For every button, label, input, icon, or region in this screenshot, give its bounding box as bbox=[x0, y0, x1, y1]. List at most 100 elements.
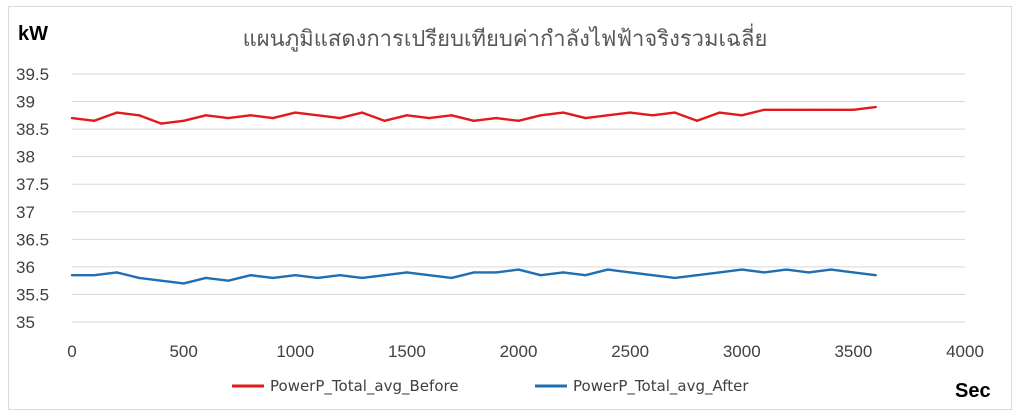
data-point bbox=[271, 116, 275, 120]
data-point bbox=[651, 114, 654, 117]
data-point bbox=[539, 114, 543, 117]
data-point bbox=[227, 279, 230, 282]
data-point bbox=[494, 116, 498, 120]
data-point bbox=[762, 271, 766, 274]
y-tick-label: 39 bbox=[16, 93, 35, 112]
x-axis-unit: Sec bbox=[955, 380, 991, 402]
legend-label: PowerP_Total_avg_Before bbox=[270, 377, 459, 396]
data-point bbox=[628, 271, 632, 274]
y-tick-label: 37.5 bbox=[16, 175, 49, 194]
data-point bbox=[517, 268, 520, 271]
data-point bbox=[807, 271, 810, 274]
data-point bbox=[405, 271, 409, 274]
data-point bbox=[606, 268, 609, 271]
data-point bbox=[606, 114, 609, 117]
data-point bbox=[852, 271, 855, 274]
y-tick-label: 35.5 bbox=[16, 285, 49, 304]
y-tick-label: 38.5 bbox=[16, 120, 49, 139]
data-point bbox=[361, 111, 364, 114]
data-point bbox=[405, 114, 409, 117]
data-point bbox=[874, 105, 877, 109]
data-point bbox=[450, 114, 453, 117]
data-point bbox=[517, 119, 520, 123]
legend: PowerP_Total_avg_Before PowerP_Total_avg_… bbox=[232, 377, 749, 396]
data-point bbox=[695, 273, 699, 277]
data-point bbox=[428, 116, 431, 120]
data-point bbox=[115, 271, 118, 274]
data-point bbox=[718, 111, 721, 114]
y-tick-label: 36 bbox=[16, 258, 35, 277]
data-point bbox=[115, 111, 118, 114]
data-point bbox=[584, 116, 587, 120]
data-point bbox=[182, 119, 185, 123]
data-point bbox=[294, 111, 297, 114]
data-point bbox=[762, 108, 766, 112]
data-point bbox=[249, 273, 252, 277]
data-point bbox=[561, 271, 565, 274]
data-point bbox=[494, 271, 498, 274]
data-point bbox=[852, 108, 855, 112]
data-point bbox=[740, 268, 743, 271]
data-point bbox=[829, 108, 833, 112]
data-point bbox=[160, 279, 163, 282]
x-tick-label: 4000 bbox=[946, 342, 984, 361]
x-tick-label: 2000 bbox=[500, 342, 538, 361]
x-tick-label: 1500 bbox=[388, 342, 426, 361]
x-tick-label: 500 bbox=[169, 342, 197, 361]
data-point bbox=[316, 114, 319, 117]
data-point bbox=[807, 108, 810, 112]
data-point bbox=[539, 273, 543, 277]
y-axis-ticks: 35 35.5 36 36.5 37 37.5 38 38.5 39 39.5 bbox=[16, 65, 49, 332]
data-point bbox=[829, 268, 833, 271]
data-point bbox=[93, 273, 96, 277]
gridlines bbox=[72, 73, 965, 323]
data-point bbox=[785, 108, 788, 112]
data-point bbox=[70, 116, 74, 120]
data-point bbox=[695, 119, 699, 123]
data-point bbox=[874, 273, 877, 277]
data-point bbox=[785, 268, 788, 271]
data-point bbox=[651, 273, 654, 277]
x-tick-label: 2500 bbox=[611, 342, 649, 361]
data-point bbox=[383, 119, 386, 123]
data-point bbox=[673, 276, 676, 280]
data-point bbox=[137, 276, 141, 280]
data-point bbox=[182, 282, 185, 285]
data-point bbox=[160, 122, 163, 125]
data-point bbox=[249, 114, 252, 117]
x-axis-ticks: 0 500 1000 1500 2000 2500 3000 3500 4000 bbox=[67, 342, 984, 361]
x-tick-label: 3000 bbox=[723, 342, 761, 361]
x-tick-label: 1000 bbox=[276, 342, 314, 361]
data-point bbox=[361, 276, 364, 280]
data-point bbox=[584, 273, 587, 277]
data-point bbox=[428, 273, 431, 277]
data-point bbox=[740, 114, 743, 117]
data-point bbox=[338, 273, 342, 277]
chart-area bbox=[8, 6, 1012, 410]
data-point bbox=[227, 116, 230, 120]
data-point bbox=[450, 276, 453, 280]
x-tick-label: 3500 bbox=[834, 342, 872, 361]
data-point bbox=[294, 273, 297, 277]
data-point bbox=[137, 114, 141, 117]
chart-title: แผนภูมิแสดงการเปรียบเทียบค่ากำลังไฟฟ้าจร… bbox=[243, 23, 768, 52]
legend-label: PowerP_Total_avg_After bbox=[573, 377, 749, 396]
data-point bbox=[93, 119, 96, 123]
data-point bbox=[338, 116, 342, 120]
data-point bbox=[472, 119, 476, 123]
y-tick-label: 38 bbox=[16, 148, 35, 167]
data-point bbox=[383, 273, 386, 277]
y-tick-label: 37 bbox=[16, 203, 35, 222]
y-tick-label: 36.5 bbox=[16, 230, 49, 249]
data-point bbox=[718, 271, 721, 274]
data-point bbox=[271, 276, 275, 280]
y-axis-unit: kW bbox=[18, 23, 48, 45]
data-point bbox=[204, 114, 208, 117]
data-point bbox=[316, 276, 319, 280]
data-point bbox=[561, 111, 565, 114]
data-point bbox=[628, 111, 632, 114]
y-tick-label: 39.5 bbox=[16, 65, 49, 84]
series-lines bbox=[70, 105, 877, 285]
data-point bbox=[70, 273, 74, 277]
